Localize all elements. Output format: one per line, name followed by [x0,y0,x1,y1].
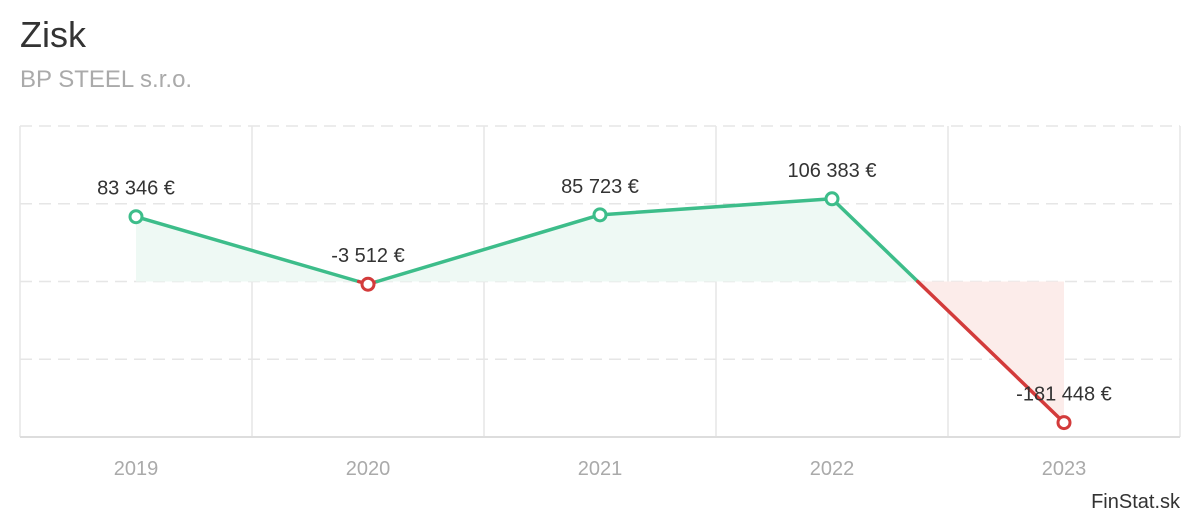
data-point-2022 [824,191,840,207]
data-label-2020: -3 512 € [331,245,404,267]
data-label-layer: 83 346 € -3 512 € 85 723 € 106 383 € -181 44… [97,160,1112,406]
data-point-2021 [592,207,608,223]
chart-title: Zisk [20,14,86,55]
credit-link[interactable]: FinStat.sk [1091,491,1180,513]
area-layer [136,198,1064,423]
x-tick-label-2021: 2021 [578,458,623,480]
chart-subtitle: BP STEEL s.r.o. [20,66,193,93]
x-tick-label-2022: 2022 [810,458,855,480]
line-segment-positive [375,213,602,284]
data-label-2021: 85 723 € [561,176,639,198]
x-tick-label-2020: 2020 [346,458,391,480]
x-tick-label-2019: 2019 [114,458,159,480]
data-point-2019 [128,209,144,225]
data-label-2022: 106 383 € [788,160,877,182]
data-label-2023: -181 448 € [1016,384,1112,406]
x-tick-label-2023: 2023 [1042,458,1087,480]
point-layer [128,191,1072,431]
data-point-2020 [360,276,376,292]
line-segment-negative [915,279,1066,425]
line-segment-positive [830,197,920,284]
x-axis: 2019 2020 2021 2022 2023 [114,458,1087,480]
line-segment-positive [134,214,361,284]
line-segment-positive [598,197,834,217]
data-point-2023 [1056,415,1072,431]
data-label-2019: 83 346 € [97,178,175,200]
area-positive [600,198,832,282]
